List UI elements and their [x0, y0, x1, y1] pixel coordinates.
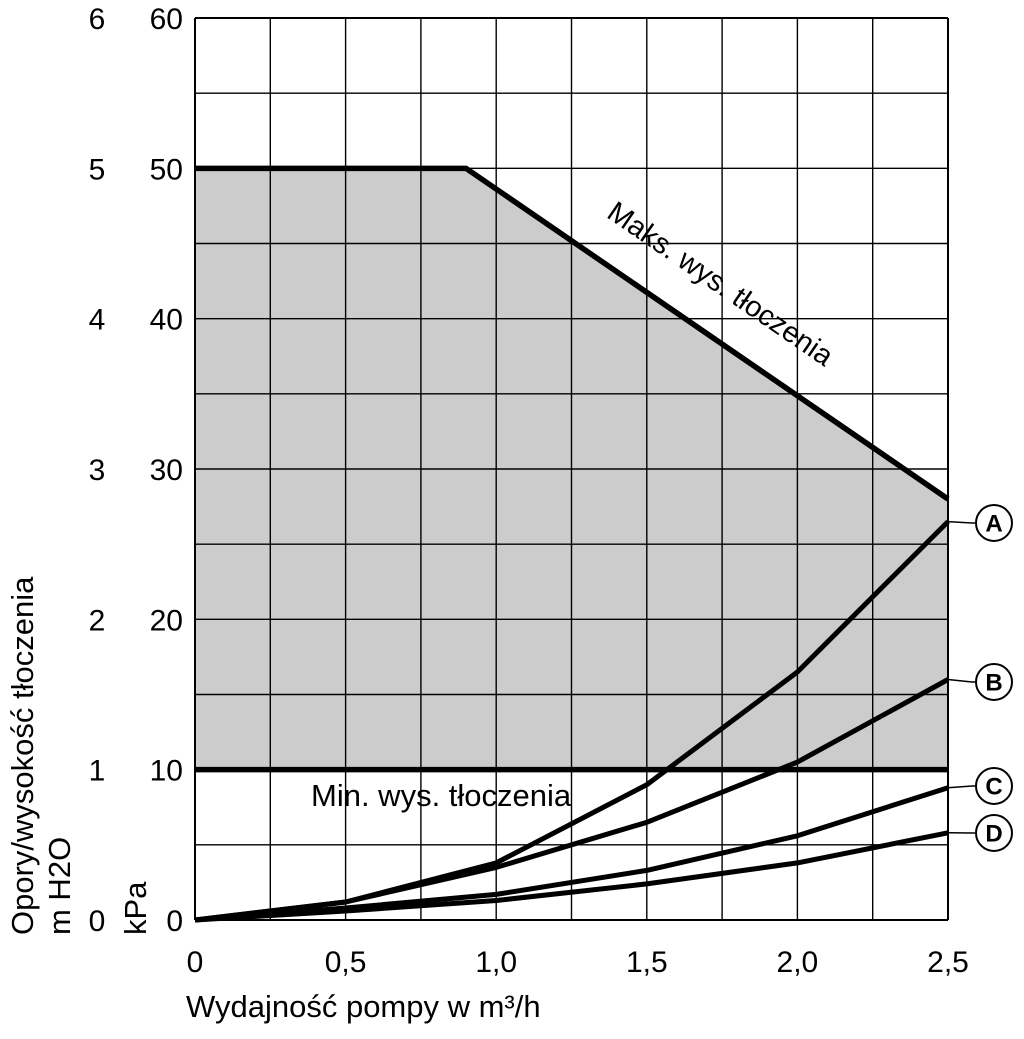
y-tick-label-mh2o: 2	[89, 604, 106, 637]
x-tick-label: 0,5	[325, 946, 367, 979]
y-tick-label-kpa: 30	[150, 454, 183, 487]
y-tick-label-mh2o: 5	[89, 153, 106, 186]
curve-label-circle-c	[975, 767, 1013, 805]
y-tick-label-kpa: 60	[150, 3, 183, 36]
y-tick-label-kpa: 10	[150, 755, 183, 788]
curve-d	[194, 830, 949, 923]
x-axis-title: Wydajność pompy w m³/h	[186, 989, 541, 1024]
x-tick-label: 2,5	[927, 946, 969, 979]
y-axis-title-line-1: Opory/wysokość tłoczenia	[5, 576, 40, 935]
curve-leader-a	[947, 520, 975, 524]
grid-layer	[194, 17, 949, 921]
curve-label-circle-b	[975, 663, 1013, 701]
x-tick-label: 1,5	[626, 946, 668, 979]
curve-leader-b	[947, 678, 975, 683]
curve-b	[194, 677, 950, 923]
y-tick-label-mh2o: 6	[89, 3, 106, 36]
curve-leader-c	[947, 785, 975, 789]
y-axis-title-line-2: m H2O	[42, 837, 77, 935]
max-head-line	[195, 165, 950, 502]
curve-label-d: D	[985, 821, 1002, 848]
curve-label-circle-d	[975, 814, 1013, 852]
y-tick-label-mh2o: 1	[89, 755, 106, 788]
y-tick-label-mh2o: 4	[89, 304, 106, 337]
curve-label-c: C	[985, 774, 1002, 801]
min-head-label: Min. wys. tłoczenia	[311, 778, 572, 813]
y-tick-label-kpa: 50	[150, 153, 183, 186]
curves-layer	[194, 165, 950, 923]
y-tick-label-kpa: 0	[166, 905, 183, 938]
curve-label-circle-a	[975, 504, 1013, 542]
y-tick-label-kpa: 20	[150, 604, 183, 637]
curve-label-a: A	[985, 511, 1002, 538]
y-axis-title-line-3: kPa	[118, 881, 153, 935]
y-tick-label-mh2o: 3	[89, 454, 106, 487]
y-tick-label-kpa: 40	[150, 304, 183, 337]
y-tick-label-mh2o: 0	[89, 905, 106, 938]
x-tick-label: 2,0	[777, 946, 819, 979]
x-tick-label: 0	[187, 946, 204, 979]
x-tick-label: 1,0	[475, 946, 517, 979]
curve-label-b: B	[985, 670, 1002, 697]
